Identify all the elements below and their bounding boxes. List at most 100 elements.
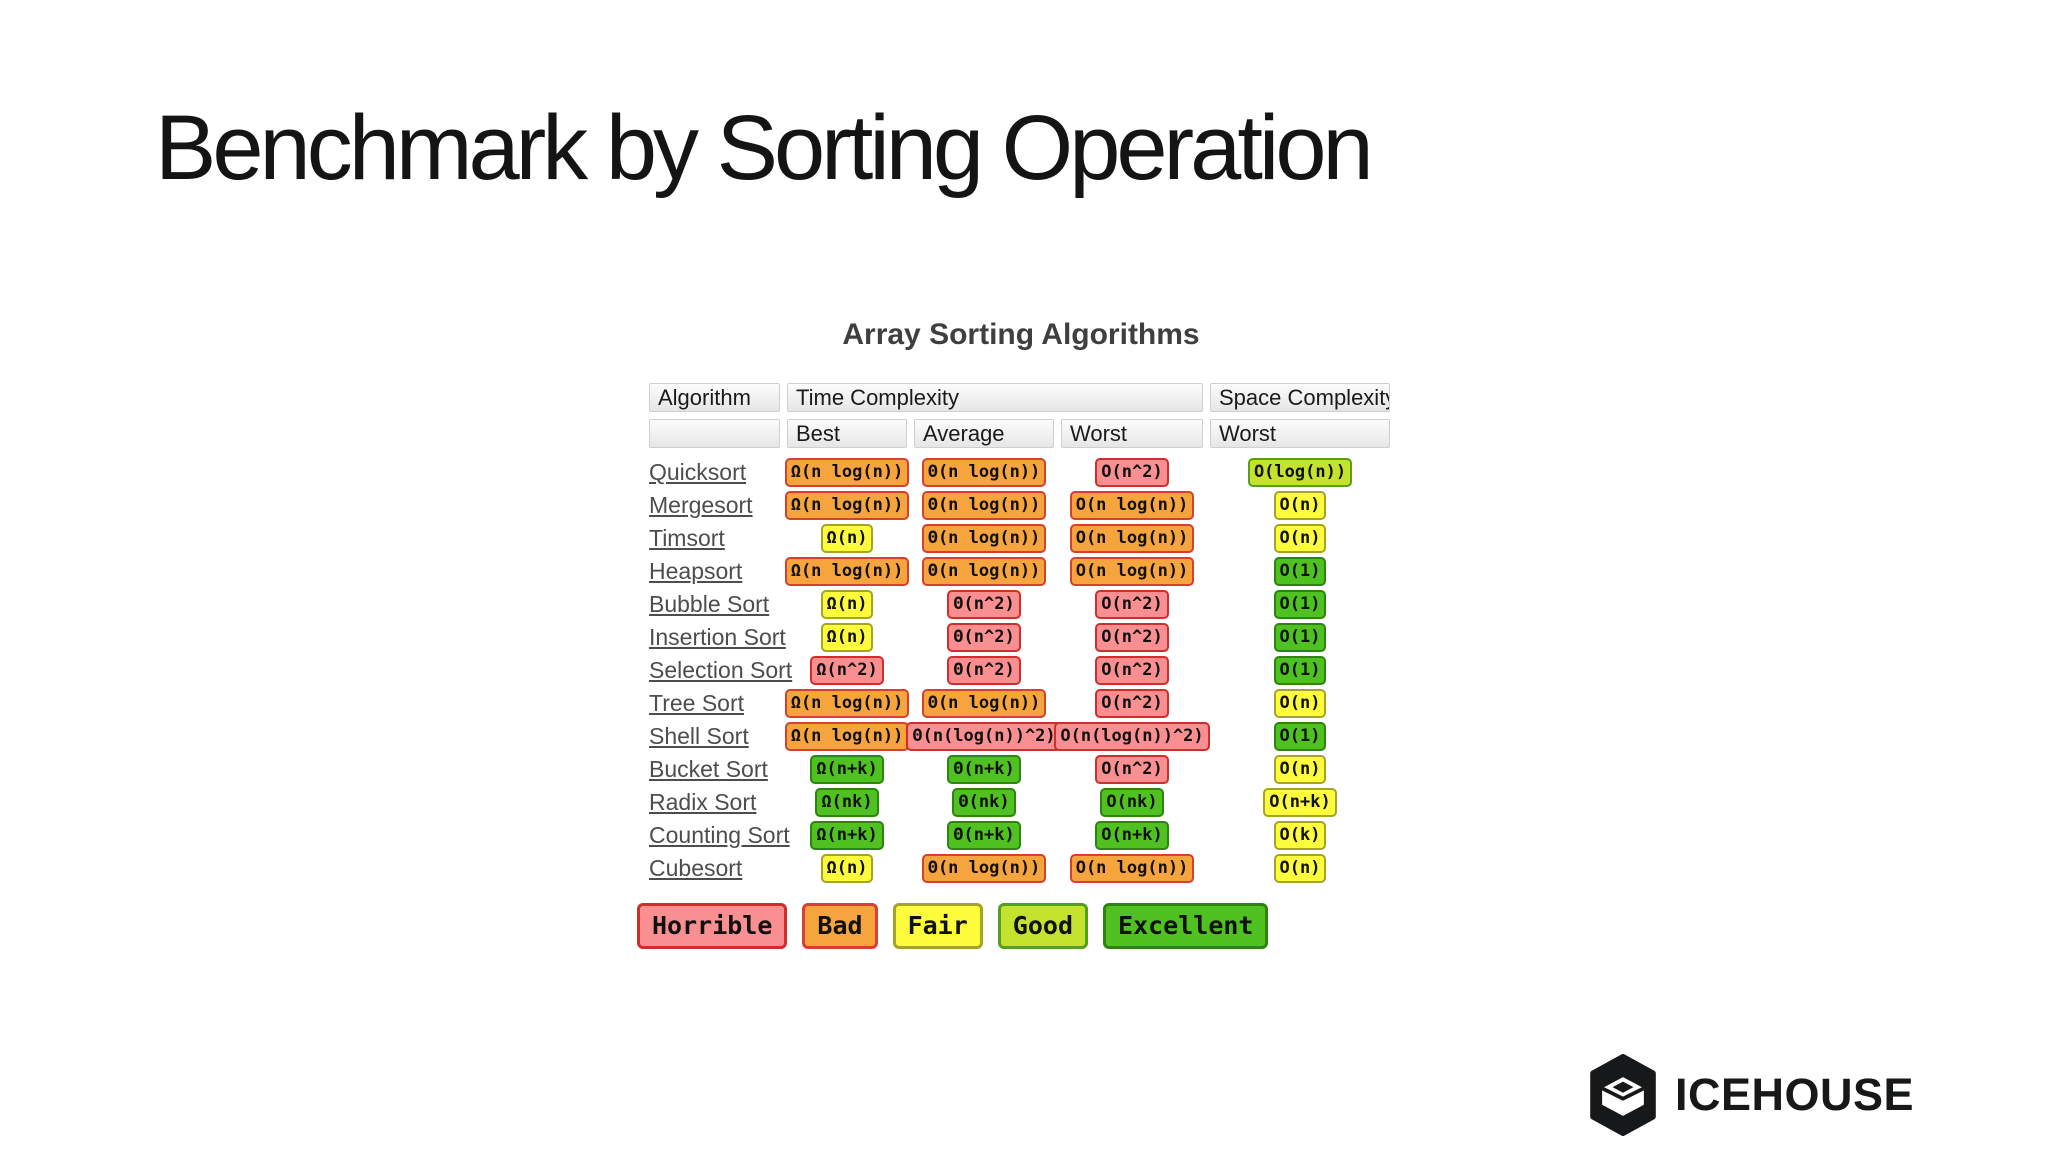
best-complexity-badge: Ω(n log(n)): [784, 689, 910, 718]
header-time-complexity: Time Complexity: [787, 383, 1203, 412]
slide-title: Benchmark by Sorting Operation: [155, 97, 1374, 199]
average-complexity-cell: Θ(n log(n)): [914, 456, 1054, 489]
algorithm-link[interactable]: Bucket Sort: [649, 756, 768, 782]
worst-complexity-badge: O(n log(n)): [1069, 557, 1195, 586]
average-complexity-badge: Θ(n log(n)): [921, 689, 1047, 718]
best-complexity-badge: Ω(n): [820, 524, 874, 553]
space-complexity-cell: O(n): [1210, 489, 1390, 522]
average-complexity-cell: Θ(n+k): [914, 753, 1054, 786]
best-complexity-badge: Ω(n+k): [810, 755, 884, 784]
worst-complexity-badge: O(n log(n)): [1069, 491, 1195, 520]
space-complexity-badge: O(n): [1273, 689, 1327, 718]
legend-bad: Bad: [802, 903, 878, 949]
average-complexity-cell: Θ(n log(n)): [914, 555, 1054, 588]
best-complexity-cell: Ω(n): [787, 852, 907, 885]
worst-complexity-badge: O(n^2): [1095, 458, 1169, 487]
algorithm-link[interactable]: Timsort: [649, 525, 725, 551]
worst-complexity-cell: O(nk): [1061, 786, 1203, 819]
worst-complexity-badge: O(n^2): [1095, 623, 1169, 652]
best-complexity-cell: Ω(n log(n)): [784, 489, 910, 522]
legend-good: Good: [997, 903, 1089, 949]
best-complexity-cell: Ω(n): [787, 588, 907, 621]
algorithm-link[interactable]: Heapsort: [649, 558, 743, 584]
best-complexity-cell: Ω(n log(n)): [784, 720, 910, 753]
table-title: Array Sorting Algorithms: [842, 318, 1200, 351]
algorithm-link[interactable]: Mergesort: [649, 492, 753, 518]
space-complexity-cell: O(log(n)): [1210, 456, 1390, 489]
algorithm-link[interactable]: Quicksort: [649, 459, 747, 485]
space-complexity-cell: O(1): [1210, 720, 1390, 753]
legend-fair: Fair: [892, 903, 983, 949]
worst-complexity-badge: O(n log(n)): [1069, 854, 1195, 883]
best-complexity-cell: Ω(n log(n)): [784, 555, 910, 588]
table-row-algorithm-cell: Cubesort: [649, 852, 780, 885]
average-complexity-cell: Θ(n log(n)): [914, 852, 1054, 885]
average-complexity-cell: Θ(n^2): [914, 588, 1054, 621]
space-complexity-badge: O(log(n)): [1247, 458, 1353, 487]
space-complexity-badge: O(1): [1273, 623, 1327, 652]
space-complexity-cell: O(k): [1210, 819, 1390, 852]
space-complexity-cell: O(n): [1210, 522, 1390, 555]
best-complexity-badge: Ω(n log(n)): [784, 491, 910, 520]
best-complexity-badge: Ω(n): [820, 854, 874, 883]
worst-complexity-badge: O(n log(n)): [1069, 524, 1195, 553]
table-row-algorithm-cell: Tree Sort: [649, 687, 780, 720]
header-average: Average: [914, 419, 1054, 448]
worst-complexity-badge: O(n(log(n))^2): [1054, 722, 1210, 751]
worst-complexity-badge: O(n+k): [1095, 821, 1169, 850]
best-complexity-badge: Ω(n log(n)): [784, 557, 910, 586]
space-complexity-badge: O(1): [1273, 557, 1327, 586]
legend-excellent: Excellent: [1103, 903, 1269, 949]
algorithm-link[interactable]: Cubesort: [649, 855, 743, 881]
best-complexity-cell: Ω(n log(n)): [784, 687, 910, 720]
table-row-algorithm-cell: Bucket Sort: [649, 753, 780, 786]
worst-complexity-cell: O(n^2): [1061, 753, 1203, 786]
algorithm-link[interactable]: Counting Sort: [649, 822, 790, 848]
algorithm-link[interactable]: Shell Sort: [649, 723, 749, 749]
header-worst: Worst: [1061, 419, 1203, 448]
average-complexity-cell: Θ(n^2): [914, 621, 1054, 654]
average-complexity-cell: Θ(n log(n)): [914, 489, 1054, 522]
space-complexity-cell: O(1): [1210, 588, 1390, 621]
best-complexity-cell: Ω(nk): [787, 786, 907, 819]
best-complexity-cell: Ω(n): [787, 522, 907, 555]
algorithm-link[interactable]: Radix Sort: [649, 789, 757, 815]
worst-complexity-cell: O(n log(n)): [1061, 522, 1203, 555]
average-complexity-badge: Θ(n^2): [947, 623, 1021, 652]
average-complexity-badge: Θ(n+k): [947, 755, 1021, 784]
space-complexity-badge: O(n): [1273, 491, 1327, 520]
space-complexity-badge: O(n+k): [1263, 788, 1337, 817]
algorithm-link[interactable]: Insertion Sort: [649, 624, 786, 650]
average-complexity-badge: Θ(n log(n)): [921, 458, 1047, 487]
average-complexity-badge: Θ(n^2): [947, 590, 1021, 619]
rating-legend: Horrible Bad Fair Good Excellent: [637, 903, 1269, 949]
icehouse-wordmark: ICEHOUSE: [1674, 1069, 1914, 1120]
average-complexity-badge: Θ(nk): [952, 788, 1016, 817]
best-complexity-badge: Ω(n log(n)): [784, 722, 910, 751]
table-row-algorithm-cell: Insertion Sort: [649, 621, 786, 654]
table-row-algorithm-cell: Mergesort: [649, 489, 780, 522]
icehouse-logo: ICEHOUSE: [1585, 1054, 1914, 1136]
table-row-algorithm-cell: Timsort: [649, 522, 780, 555]
worst-complexity-cell: O(n log(n)): [1061, 852, 1203, 885]
algorithm-link[interactable]: Tree Sort: [649, 690, 745, 716]
average-complexity-badge: Θ(n log(n)): [921, 557, 1047, 586]
average-complexity-badge: Θ(n^2): [947, 656, 1021, 685]
space-complexity-cell: O(n): [1210, 852, 1390, 885]
worst-complexity-cell: O(n log(n)): [1061, 489, 1203, 522]
table-row-algorithm-cell: Quicksort: [649, 456, 780, 489]
worst-complexity-badge: O(n^2): [1095, 590, 1169, 619]
algorithm-link[interactable]: Bubble Sort: [649, 591, 770, 617]
average-complexity-cell: Θ(n log(n)): [914, 522, 1054, 555]
header-space-complexity: Space Complexity: [1210, 383, 1390, 412]
average-complexity-badge: Θ(n log(n)): [921, 524, 1047, 553]
algorithm-link[interactable]: Selection Sort: [649, 657, 793, 683]
space-complexity-cell: O(1): [1210, 621, 1390, 654]
worst-complexity-cell: O(n^2): [1061, 456, 1203, 489]
space-complexity-badge: O(k): [1273, 821, 1327, 850]
header-best: Best: [787, 419, 907, 448]
best-complexity-badge: Ω(n+k): [810, 821, 884, 850]
average-complexity-cell: Θ(n(log(n))^2): [906, 720, 1062, 753]
worst-complexity-cell: O(n^2): [1061, 687, 1203, 720]
average-complexity-badge: Θ(n log(n)): [921, 491, 1047, 520]
